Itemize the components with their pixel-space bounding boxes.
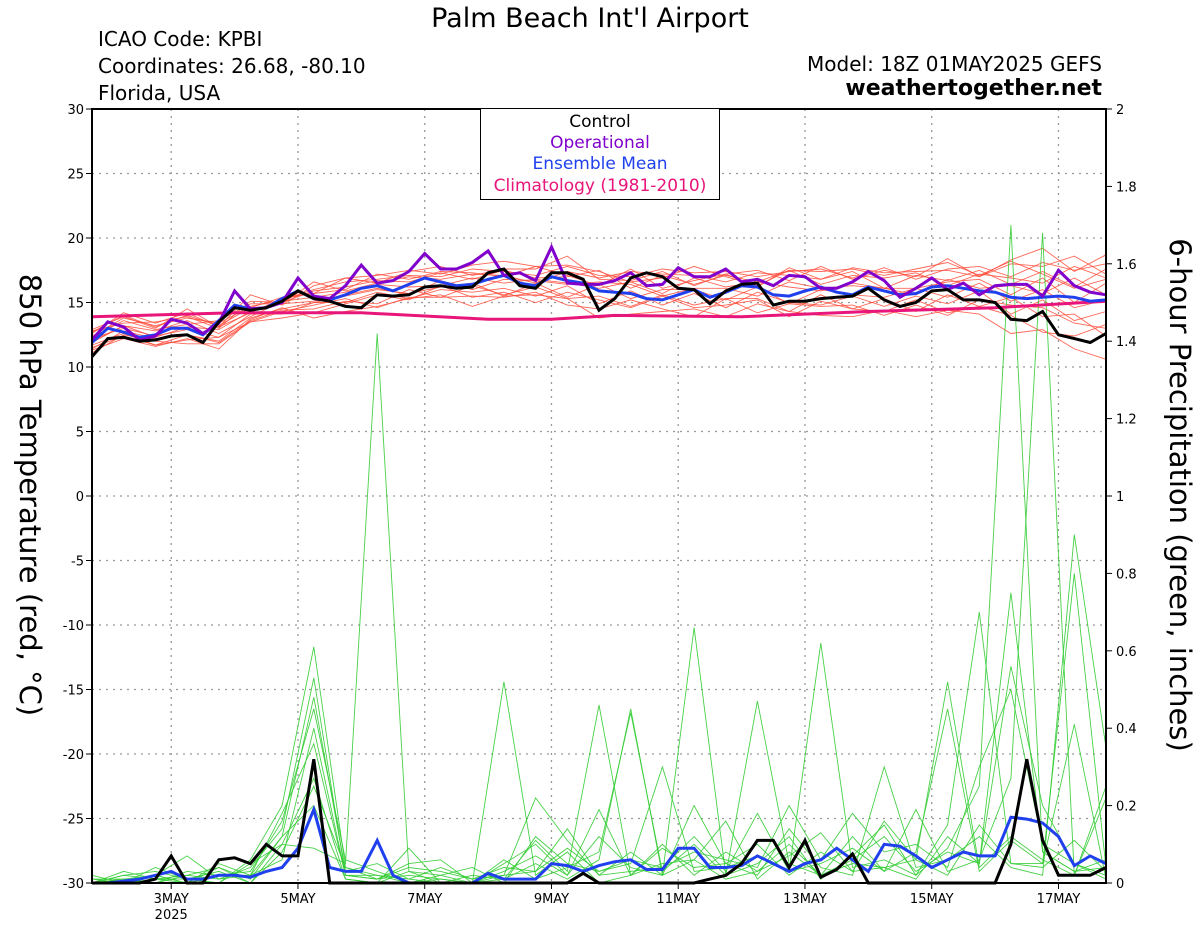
precip-member-line (91, 592, 1107, 884)
legend: Control Operational Ensemble Mean Climat… (480, 108, 720, 200)
y-tick-label-left: 0 (76, 490, 84, 505)
legend-operational: Operational (550, 133, 650, 153)
temp-control-line (90, 267, 1107, 358)
y-tick-label-left: -10 (63, 619, 84, 634)
y-tick-label-right: 0.2 (1116, 800, 1137, 815)
y-tick-label-right: 0 (1116, 877, 1124, 892)
x-tick-label: 7MAY (407, 892, 442, 907)
grid (92, 109, 1106, 883)
legend-control: Control (569, 112, 631, 132)
x-tick-year: 2025 (155, 908, 188, 923)
temp-member-line (91, 285, 1107, 350)
y-tick-label-right: 2 (1116, 103, 1124, 118)
main-lines (90, 243, 1107, 885)
y-tick-label-right: 1.8 (1116, 180, 1137, 195)
y-tick-label-left: 20 (67, 232, 84, 247)
y-tick-label-left: -5 (71, 555, 84, 570)
x-tick-label: 17MAY (1037, 892, 1081, 907)
site-link[interactable]: weathertogether.net (845, 76, 1102, 101)
x-tick-label: 5MAY (280, 892, 315, 907)
axes: 302520151050-5-10-15-20-25-3021.81.61.41… (63, 103, 1137, 923)
x-tick-label: 13MAY (783, 892, 827, 907)
y-tick-label-left: 10 (67, 361, 84, 376)
region: Florida, USA (98, 81, 221, 105)
x-tick-label: 11MAY (656, 892, 700, 907)
y-tick-label-left: -25 (63, 813, 84, 828)
temp-member-line (91, 265, 1107, 332)
x-tick-label: 15MAY (910, 892, 954, 907)
precip-members (91, 225, 1107, 884)
y-tick-label-right: 0.6 (1116, 645, 1137, 660)
y-tick-label-left: 25 (67, 168, 84, 183)
y-tick-label-right: 1.2 (1116, 413, 1137, 428)
precip-mean-line (92, 804, 1107, 885)
y-tick-label-right: 0.4 (1116, 722, 1137, 737)
y-tick-label-left: -20 (63, 748, 84, 763)
precip-member-line (91, 534, 1107, 884)
chart-title: Palm Beach Int'l Airport (431, 3, 749, 34)
temp-member-line (91, 294, 1107, 360)
x-tick-label: 3MAY (154, 892, 189, 907)
y-tick-label-left: -15 (63, 684, 84, 699)
precip-member-line (92, 687, 1107, 884)
y-tick-label-right: 1 (1116, 490, 1124, 505)
y-tick-label-left: 5 (76, 426, 84, 441)
legend-ensemble-mean: Ensemble Mean (532, 154, 668, 174)
y-tick-label-left: 15 (67, 297, 84, 312)
icao-code: ICAO Code: KPBI (98, 27, 263, 51)
y-tick-label-left: -30 (63, 877, 84, 892)
x-tick-label: 9MAY (534, 892, 569, 907)
climatology-line (91, 299, 1107, 321)
y-tick-label-left: 30 (67, 103, 84, 118)
temp-member-line (91, 285, 1107, 349)
y-tick-label-right: 1.6 (1116, 258, 1137, 273)
temp-member-line (91, 262, 1107, 337)
model-run: Model: 18Z 01MAY2025 GEFS (807, 52, 1102, 76)
y-tick-label-right: 1.4 (1116, 335, 1137, 350)
coordinates: Coordinates: 26.68, -80.10 (98, 54, 366, 78)
legend-climatology: Climatology (1981-2010) (493, 176, 707, 196)
y-tick-label-right: 0.8 (1116, 567, 1137, 582)
